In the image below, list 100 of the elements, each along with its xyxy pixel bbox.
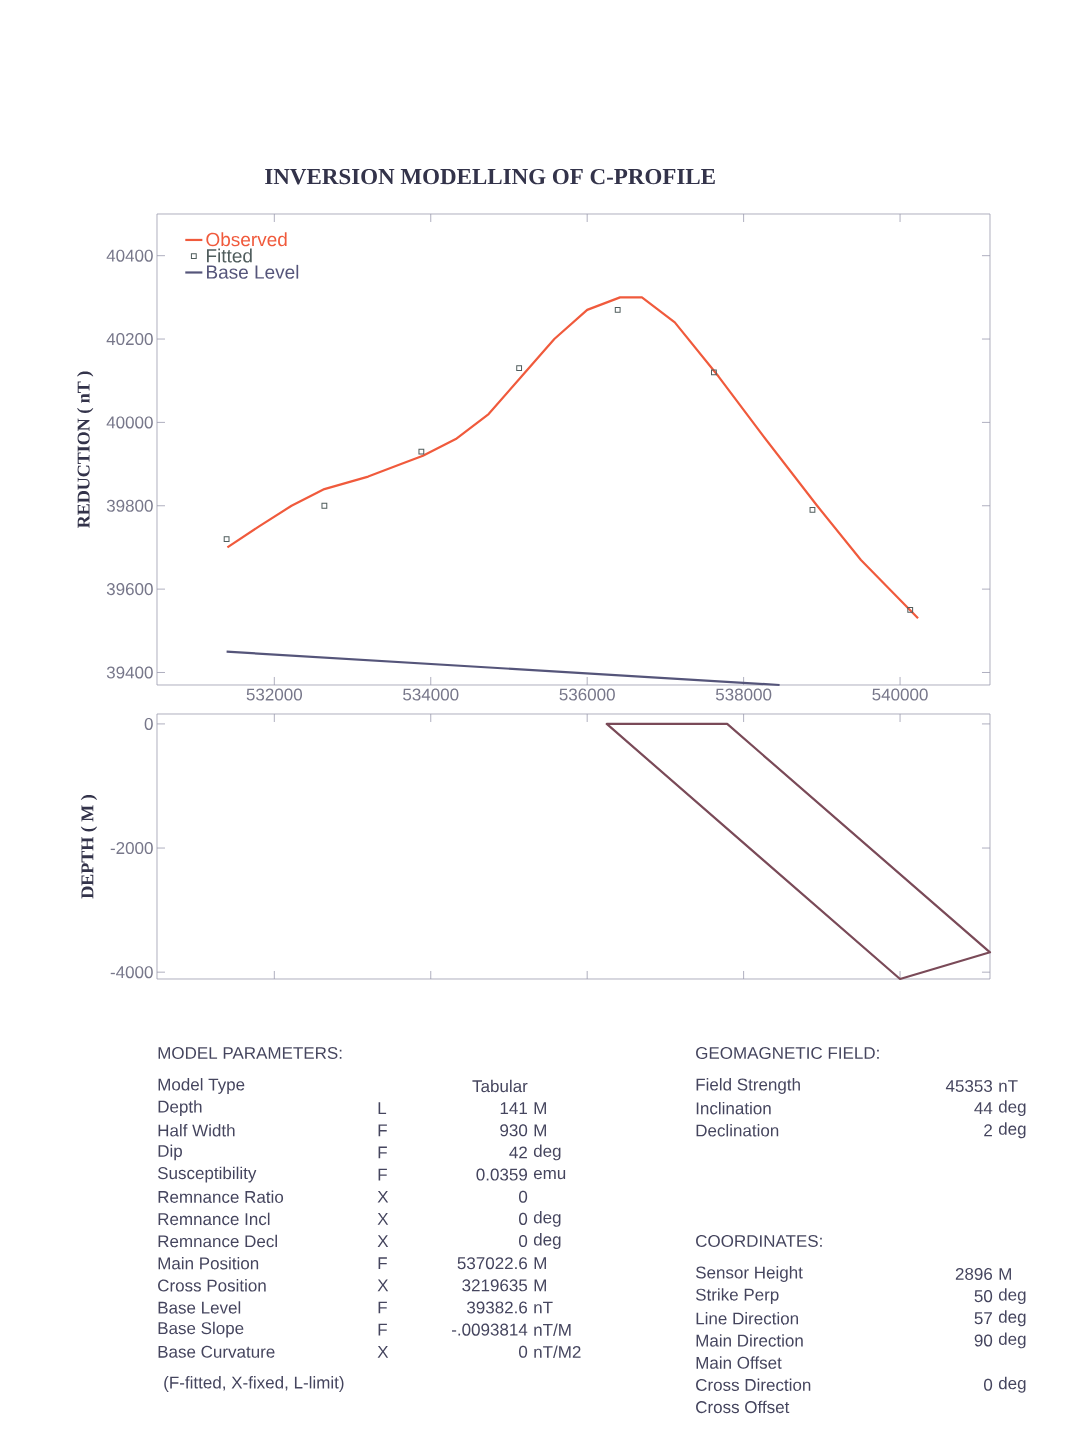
text: COORDINATES: bbox=[696, 1234, 822, 1248]
text: -.0093814 bbox=[451, 1323, 528, 1336]
text: Strike Perp bbox=[695, 1288, 779, 1305]
text: Line Direction bbox=[696, 1312, 798, 1325]
point bbox=[809, 507, 816, 513]
text: 0 bbox=[519, 1212, 528, 1225]
text: nT bbox=[534, 1301, 553, 1314]
text: X bbox=[377, 1235, 389, 1247]
text: 2 bbox=[984, 1124, 992, 1137]
text: M bbox=[534, 1102, 546, 1114]
text: deg bbox=[998, 1310, 1026, 1327]
text: 930 bbox=[500, 1124, 528, 1137]
x-tick-label: 538000 bbox=[715, 688, 772, 701]
text: Main Position bbox=[158, 1256, 259, 1270]
text: M bbox=[534, 1257, 546, 1270]
text: Cross Direction bbox=[696, 1378, 811, 1391]
point bbox=[223, 536, 230, 543]
text: M bbox=[999, 1268, 1011, 1280]
text: L bbox=[378, 1102, 387, 1114]
text: Model Type bbox=[158, 1078, 245, 1094]
text: 0 bbox=[519, 1190, 528, 1203]
text: deg bbox=[998, 1100, 1026, 1117]
text: F bbox=[378, 1124, 387, 1137]
text: X bbox=[377, 1190, 389, 1203]
text: deg bbox=[998, 1288, 1026, 1305]
text: 0.0359 bbox=[476, 1168, 527, 1181]
text: Susceptibility bbox=[157, 1166, 257, 1183]
point bbox=[711, 369, 717, 376]
text: GEOMAGNETIC FIELD: bbox=[696, 1046, 879, 1060]
text: 0 bbox=[519, 1235, 528, 1248]
text: 57 bbox=[974, 1312, 992, 1325]
text: M bbox=[534, 1124, 546, 1137]
legend-label: Fitted bbox=[207, 248, 252, 263]
text: 141 bbox=[500, 1102, 527, 1114]
text: Dip bbox=[158, 1144, 182, 1161]
text: 0 bbox=[984, 1378, 993, 1391]
text: Main Direction bbox=[696, 1334, 803, 1347]
text: X bbox=[377, 1345, 389, 1358]
text: Inclination bbox=[696, 1101, 771, 1115]
y-tick-label: 40200 bbox=[106, 333, 153, 346]
x-tick-label: 540000 bbox=[872, 688, 928, 701]
y-tick-label: 39800 bbox=[106, 499, 153, 512]
text: Remnance Decl bbox=[158, 1234, 277, 1248]
text: nT/M bbox=[534, 1323, 571, 1336]
y-tick-label: 39600 bbox=[106, 583, 153, 596]
point bbox=[614, 306, 621, 313]
text: Half Width bbox=[158, 1124, 235, 1137]
text: 3219635 bbox=[462, 1279, 528, 1292]
text: F bbox=[378, 1301, 387, 1314]
text: MODEL PARAMETERS: bbox=[158, 1046, 342, 1060]
text: deg bbox=[998, 1122, 1026, 1139]
text: (F-fitted, X-fixed, L-limit) bbox=[164, 1376, 344, 1392]
y-tick-label: 0 bbox=[144, 717, 153, 730]
point bbox=[907, 607, 914, 613]
text: Remnance Incl bbox=[158, 1212, 270, 1226]
text: X bbox=[377, 1213, 389, 1225]
text: Tabular bbox=[472, 1079, 528, 1093]
text: F bbox=[378, 1168, 387, 1181]
text: Base Level bbox=[158, 1301, 241, 1314]
text: M bbox=[534, 1279, 546, 1292]
text: X bbox=[377, 1279, 389, 1292]
point bbox=[516, 365, 523, 372]
x-tick-label: 536000 bbox=[559, 688, 615, 701]
text: 39382.6 bbox=[466, 1301, 528, 1314]
text: 42 bbox=[509, 1146, 527, 1159]
legend-label: Base Level bbox=[207, 264, 299, 279]
point bbox=[418, 448, 425, 455]
text: nT bbox=[999, 1080, 1018, 1092]
text: 537022.6 bbox=[457, 1257, 528, 1270]
text: Declination bbox=[696, 1124, 779, 1137]
y-tick-label: -4000 bbox=[110, 966, 153, 979]
text: 50 bbox=[974, 1290, 993, 1303]
y-axis-title: DEPTH ( M ) bbox=[80, 795, 98, 899]
text: Cross Position bbox=[158, 1279, 266, 1292]
x-tick-label: 534000 bbox=[403, 688, 459, 701]
text: Base Curvature bbox=[158, 1345, 275, 1358]
text: 45353 bbox=[945, 1079, 993, 1093]
text: 0 bbox=[519, 1345, 528, 1358]
text: emu bbox=[533, 1169, 566, 1180]
text: Field Strength bbox=[696, 1078, 800, 1094]
text: 44 bbox=[974, 1102, 993, 1114]
text: F bbox=[378, 1323, 387, 1336]
y-tick-label: 40000 bbox=[106, 416, 153, 429]
text: deg bbox=[998, 1376, 1026, 1393]
y-tick-label: 40400 bbox=[106, 249, 153, 262]
chart-title: INVERSION MODELLING OF C-PROFILE bbox=[265, 168, 715, 185]
text: Sensor Height bbox=[695, 1266, 803, 1282]
line-series bbox=[226, 296, 920, 620]
text: F bbox=[378, 1146, 387, 1159]
text: Main Offset bbox=[696, 1356, 782, 1369]
y-tick-label: -2000 bbox=[110, 842, 153, 855]
text: F bbox=[378, 1257, 387, 1270]
y-axis-title: REDUCTION ( nT ) bbox=[77, 371, 94, 528]
x-tick-label: 532000 bbox=[246, 688, 303, 701]
text: Depth bbox=[158, 1100, 202, 1117]
text: Base Slope bbox=[158, 1321, 244, 1338]
text: 2896 bbox=[955, 1267, 993, 1281]
text: deg bbox=[998, 1332, 1026, 1349]
text: deg bbox=[533, 1233, 561, 1249]
text: Cross Offset bbox=[696, 1400, 790, 1414]
